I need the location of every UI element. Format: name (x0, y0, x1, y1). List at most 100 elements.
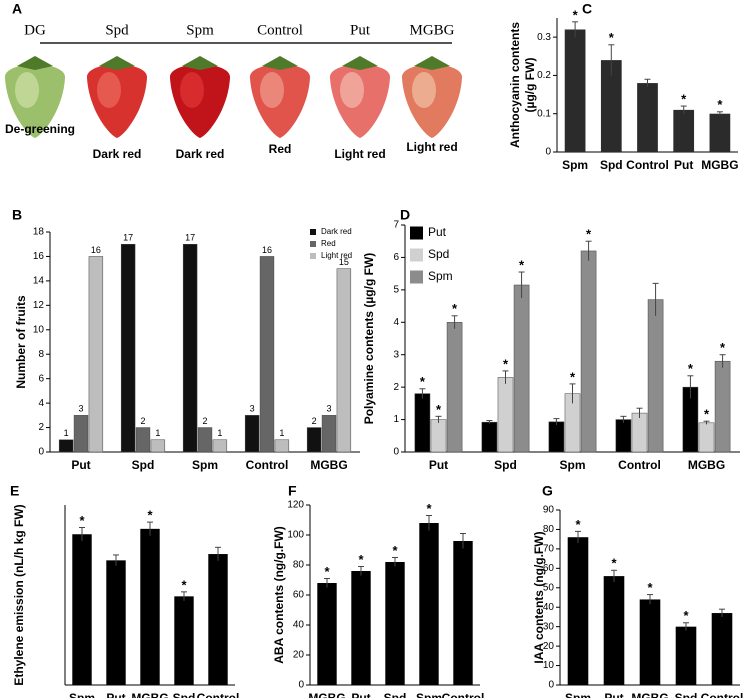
bar (419, 523, 439, 685)
y-tick-label: 20 (543, 641, 555, 652)
y-tick-label: 0 (548, 680, 554, 691)
y-tick-label: 60 (293, 590, 305, 601)
legend-label: Light red (321, 251, 352, 260)
strawberry (249, 56, 311, 138)
y-tick-label: 5 (393, 284, 399, 295)
legend-swatch (410, 226, 423, 240)
bar (135, 427, 151, 453)
strawberry (4, 56, 66, 138)
x-tick-label: Control (618, 458, 661, 472)
significance-marker: * (683, 608, 689, 623)
data-label: 17 (185, 233, 195, 243)
bar (453, 541, 473, 685)
panel-label: A (12, 1, 22, 17)
data-label: 1 (279, 428, 284, 438)
berry-highlight (340, 72, 364, 108)
panel-label: G (542, 483, 553, 499)
treatment-label: MGBG (409, 22, 454, 38)
x-tick-label: MGBG (701, 158, 738, 172)
x-tick-label: MGBG (310, 458, 347, 472)
x-tick-label: Put (429, 458, 448, 472)
bar (497, 377, 514, 453)
berry-highlight (15, 72, 39, 108)
bar (321, 415, 337, 453)
y-tick-label: 6 (38, 373, 44, 384)
y-tick-label: 2 (38, 422, 44, 433)
bar (72, 534, 92, 685)
bar (639, 599, 661, 685)
bar (73, 415, 89, 453)
strawberry (329, 56, 391, 138)
significance-marker: * (181, 577, 187, 592)
y-tick-label: 50 (543, 582, 555, 593)
bar (140, 528, 160, 685)
y-tick-label: 90 (543, 505, 555, 516)
y-tick-label: 0 (298, 680, 304, 691)
data-label: 17 (123, 233, 133, 243)
strawberry (169, 56, 231, 138)
y-axis-label: ABA contents (ng/g.FW) (272, 526, 286, 664)
berry-highlight (412, 72, 436, 108)
bar (600, 60, 622, 152)
bar (259, 256, 275, 453)
legend-label: Spm (428, 269, 453, 283)
treatment-label: Control (257, 22, 303, 38)
legend-swatch (310, 253, 316, 259)
bar (58, 439, 74, 453)
data-label: 1 (217, 428, 222, 438)
strawberry (401, 56, 463, 138)
x-tick-label: MGBG (688, 458, 725, 472)
legend-label: Dark red (321, 227, 352, 236)
bar (120, 243, 136, 453)
y-axis-label: (µg/g FW) (523, 58, 537, 113)
bar (580, 250, 597, 453)
significance-marker: * (392, 543, 398, 558)
x-tick-label: Spd (384, 691, 407, 698)
panel-label: E (10, 483, 19, 499)
significance-marker: * (575, 517, 581, 532)
caption: Dark red (93, 147, 142, 161)
strawberry (86, 56, 148, 138)
significance-marker: * (688, 361, 694, 376)
y-tick-label: 18 (33, 227, 45, 238)
x-tick-label: Put (674, 158, 693, 172)
bar (548, 421, 565, 453)
legend-swatch (310, 241, 316, 247)
data-label: 2 (312, 416, 317, 426)
x-tick-label: Spm (192, 458, 218, 472)
y-tick-label: 0 (393, 447, 399, 458)
y-axis-label: IAA contents (ng/g.FW) (532, 531, 546, 663)
treatment-label: Put (350, 22, 371, 38)
data-label: 15 (339, 257, 349, 267)
significance-marker: * (452, 301, 458, 316)
bar (567, 537, 589, 685)
y-axis-label: Anthocyanin contents (508, 22, 522, 148)
panel-label: B (12, 207, 22, 223)
bar (385, 562, 405, 685)
y-tick-label: 70 (543, 544, 555, 555)
y-tick-label: 4 (38, 398, 44, 409)
significance-marker: * (147, 508, 153, 523)
bar (615, 419, 632, 453)
panel-label: F (288, 483, 297, 499)
bar (673, 109, 695, 152)
berry-calyx (342, 56, 378, 70)
x-tick-label: Spd (132, 458, 155, 472)
y-tick-label: 0 (545, 147, 551, 158)
x-tick-label: Put (71, 458, 90, 472)
berry-calyx (262, 56, 298, 70)
caption: Light red (334, 147, 385, 161)
data-label: 16 (91, 245, 101, 255)
x-tick-label: Put (351, 691, 370, 698)
y-tick-label: 7 (393, 220, 399, 231)
significance-marker: * (519, 257, 525, 272)
x-tick-label: Spd (494, 458, 517, 472)
bar (150, 439, 166, 453)
significance-marker: * (570, 369, 576, 384)
significance-marker: * (573, 7, 579, 22)
data-label: 2 (140, 416, 145, 426)
bar (675, 626, 697, 685)
significance-marker: * (420, 374, 426, 389)
y-tick-label: 30 (543, 621, 555, 632)
